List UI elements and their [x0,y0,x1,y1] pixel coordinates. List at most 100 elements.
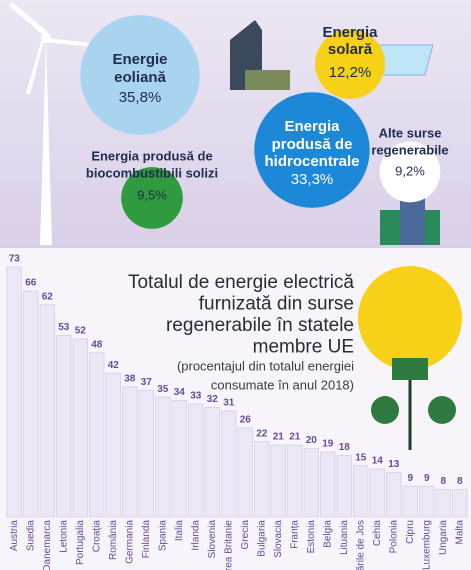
category-label: Belgia [322,520,333,548]
category-label: Cehia [372,520,383,547]
bar-value-label: 8 [440,476,446,487]
bar [221,410,237,518]
bar [56,334,72,518]
bar [287,444,303,518]
bar-value-label: 13 [388,459,400,470]
bar-value-label: 32 [207,394,219,405]
category-label: Cipru [405,520,416,544]
category-label: Austria [9,520,20,552]
category-label: Irlanda [190,520,201,551]
bubble-label: solară [328,41,373,58]
bar-value-label: 31 [223,397,235,408]
bubble-label: produsă de [272,136,353,153]
bubble [379,141,441,203]
category-label: Marea Britanie [223,520,234,570]
bar [419,485,435,518]
bar-value-label: 9 [407,473,413,484]
bar [39,304,55,518]
bar [452,489,468,518]
category-label: Slovacia [273,520,284,558]
bar [386,471,402,518]
bubble [254,92,370,208]
bar-value-label: 37 [141,377,153,388]
bar-value-label: 35 [157,384,169,395]
bar-value-label: 21 [273,432,285,443]
category-label: Portugalia [75,520,86,565]
category-label: Malta [454,520,465,545]
category-label: Spania [157,520,168,552]
category-label: Franța [289,520,300,549]
category-label: Polonia [388,520,399,554]
chart-title: regenerabile în statele [166,315,354,336]
bar [138,389,154,518]
bubble-label: biocombustibili solizi [86,165,218,180]
bar [336,454,352,518]
bubble-value: 33,3% [291,171,334,188]
bubble-value: 9,5% [137,187,167,202]
bar-value-label: 26 [240,415,252,426]
bubble-label: Energia [322,24,378,41]
category-label: Țările de Jos [355,520,366,570]
bubble-label: Energia produsă de [91,148,212,163]
bar [155,396,171,518]
bar [23,290,39,518]
bar-value-label: 38 [124,374,136,385]
bar-value-label: 62 [42,291,54,302]
category-label: Suedia [25,520,36,552]
bar [435,489,451,518]
category-label: Germania [124,520,135,564]
bar [105,372,121,518]
bubble-value: 12,2% [329,64,372,81]
bubble-label: Alte surse [379,125,442,140]
bar [303,448,319,518]
bar-value-label: 53 [58,322,70,333]
bar [254,441,270,518]
category-label: Ungaria [438,520,449,555]
bar-value-label: 18 [339,442,351,453]
bar [353,465,369,518]
bubble [80,15,200,135]
category-label: Grecia [240,520,251,550]
category-label: Luxemburg [421,520,432,570]
bar-value-label: 22 [256,428,268,439]
chart-title: furnizată din surse [199,294,354,315]
bar-value-label: 48 [91,339,103,350]
bar [72,338,88,518]
bar-value-label: 8 [457,476,463,487]
bar [369,468,385,518]
chart-title: Totalul de energie electrică [128,272,354,293]
bar [270,444,286,518]
bubble-value: 9,2% [395,163,425,178]
bubble [121,167,183,229]
bubble-label: Energia [284,118,340,135]
bar [6,266,22,518]
bar [171,400,187,518]
bar-value-label: 66 [25,278,37,289]
bar-value-label: 34 [174,387,186,398]
category-label: Italia [174,520,185,542]
category-label: Estonia [306,520,317,554]
bar [204,406,220,518]
bubble-label: regenerabile [371,142,448,157]
bar [122,386,138,518]
bar-value-label: 33 [190,391,202,402]
category-label: România [108,520,119,560]
bar-value-label: 19 [322,439,334,450]
category-label: Danemarca [42,520,53,570]
bar-value-label: 21 [289,432,301,443]
category-label: Finlanda [141,520,152,559]
bubble [315,29,385,99]
bar-value-label: 14 [372,456,384,467]
category-label: Croația [91,520,102,553]
category-label: Slovenia [207,520,218,559]
chart-title: membre UE [253,337,354,358]
bubble-value: 35,8% [119,89,162,106]
chart-subtitle: consumate în anul 2018) [211,377,354,392]
bar-value-label: 15 [355,452,367,463]
bubble-label: Energie [112,51,167,68]
bar-value-label: 9 [424,473,430,484]
wind-turbine [8,2,100,245]
bulb-icon [358,266,462,450]
bubble-label: eoliană [114,69,166,86]
